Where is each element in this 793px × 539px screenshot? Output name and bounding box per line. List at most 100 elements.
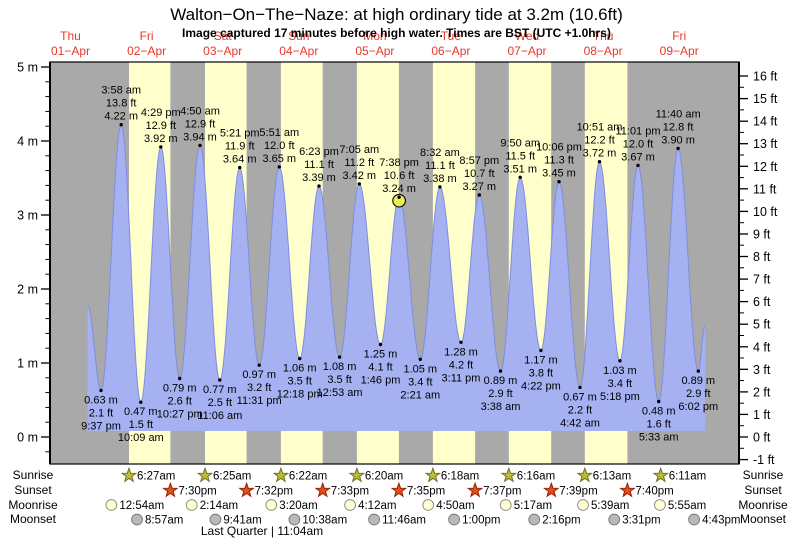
sunrise-star-icon bbox=[576, 466, 594, 483]
moonrise-row-label-right: Moonrise bbox=[738, 498, 788, 512]
svg-text:8:32 am: 8:32 am bbox=[420, 147, 460, 159]
moonrise-circle-icon bbox=[265, 499, 278, 511]
tide-point-dot bbox=[657, 399, 661, 404]
svg-text:12:53 am: 12:53 am bbox=[317, 387, 363, 399]
moonset-circle-icon bbox=[608, 513, 621, 526]
sunset-marker: 7:30pm bbox=[162, 481, 217, 498]
svg-text:3.4 ft: 3.4 ft bbox=[408, 376, 432, 388]
tide-point-dot bbox=[337, 355, 342, 359]
sunrise-marker: 6:20am bbox=[348, 466, 403, 483]
tide-point-dot bbox=[238, 165, 242, 170]
sunrise-star-icon bbox=[272, 466, 290, 483]
svg-text:12:18 pm: 12:18 pm bbox=[277, 389, 323, 401]
sunrise-row-label-right: Sunrise bbox=[742, 468, 784, 482]
svg-text:4.22 m: 4.22 m bbox=[104, 111, 138, 123]
tide-point-dot bbox=[498, 369, 503, 373]
tide-point-dot bbox=[119, 123, 123, 127]
svg-text:3:58 am: 3:58 am bbox=[101, 85, 141, 97]
tide-point-dot bbox=[696, 369, 700, 373]
moonset-circle-icon bbox=[209, 513, 222, 526]
svg-text:11:31 pm: 11:31 pm bbox=[237, 395, 282, 407]
tide-point-dot bbox=[438, 185, 442, 189]
sunset-marker: 7:37pm bbox=[466, 481, 521, 498]
moonrise-time: 3:20am bbox=[279, 500, 317, 512]
svg-text:7:05 am: 7:05 am bbox=[339, 144, 379, 156]
svg-text:4.2 ft: 4.2 ft bbox=[449, 359, 473, 371]
ft-axis-label: 6 ft bbox=[753, 295, 771, 309]
moonrise-time: 12:54am bbox=[119, 500, 164, 512]
svg-text:3.27 m: 3.27 m bbox=[462, 181, 496, 193]
svg-text:3.65 m: 3.65 m bbox=[262, 153, 296, 165]
sunset-star-icon bbox=[162, 481, 179, 498]
tide-point-dot bbox=[397, 195, 401, 199]
svg-text:10:09 am: 10:09 am bbox=[118, 432, 164, 444]
svg-text:1:46 pm: 1:46 pm bbox=[361, 375, 401, 387]
moonset-time: 10:38am bbox=[302, 515, 347, 527]
moonset-marker: 9:41am bbox=[209, 513, 262, 527]
tide-annotation-low: 1.17 m3.8 ft4:22 pm bbox=[521, 348, 561, 392]
moonset-marker: 2:16pm bbox=[528, 513, 581, 527]
svg-text:1.05 m: 1.05 m bbox=[403, 363, 437, 375]
tide-annotation-low: 1.28 m4.2 ft3:11 pm bbox=[442, 340, 480, 384]
svg-text:10.6 ft: 10.6 ft bbox=[384, 170, 415, 182]
moonrise-time: 5:55am bbox=[668, 500, 706, 512]
ft-axis-label: 16 ft bbox=[753, 70, 778, 84]
svg-text:0.63 m: 0.63 m bbox=[84, 394, 118, 406]
tide-point-dot bbox=[317, 184, 321, 188]
sunrise-time: 6:16am bbox=[517, 471, 555, 483]
svg-text:11:01 pm: 11:01 pm bbox=[615, 125, 660, 137]
svg-text:4.1 ft: 4.1 ft bbox=[368, 362, 392, 374]
moonrise-marker: 3:20am bbox=[265, 499, 318, 512]
tide-point-dot bbox=[477, 193, 481, 197]
moonset-time: 1:00pm bbox=[462, 515, 500, 527]
ft-axis-label: 0 ft bbox=[753, 431, 771, 445]
m-axis-label: 5 m bbox=[17, 61, 38, 75]
svg-text:5:21 pm: 5:21 pm bbox=[220, 128, 260, 140]
svg-text:3.67 m: 3.67 m bbox=[621, 151, 655, 163]
svg-text:12.8 ft: 12.8 ft bbox=[663, 121, 694, 133]
svg-text:11.1 ft: 11.1 ft bbox=[425, 160, 455, 172]
svg-text:2.2 ft: 2.2 ft bbox=[568, 404, 592, 416]
svg-text:1.08 m: 1.08 m bbox=[323, 361, 357, 373]
ft-axis-label: 8 ft bbox=[753, 250, 771, 264]
moonset-marker: 8:57am bbox=[131, 513, 183, 527]
ft-axis-label: 5 ft bbox=[753, 318, 771, 332]
ft-axis-label: -1 ft bbox=[753, 453, 775, 467]
svg-text:12.9 ft: 12.9 ft bbox=[146, 120, 177, 132]
moonset-marker: 3:31pm bbox=[608, 513, 661, 527]
moonrise-time: 4:12am bbox=[358, 500, 396, 512]
svg-text:3.2 ft: 3.2 ft bbox=[247, 382, 271, 394]
ft-axis-label: 11 ft bbox=[753, 182, 777, 196]
moonrise-circle-icon bbox=[499, 499, 512, 511]
tide-point-dot bbox=[159, 145, 163, 149]
sunrise-time: 6:11am bbox=[669, 471, 707, 483]
sunset-marker: 7:39pm bbox=[542, 481, 598, 498]
moonrise-time: 4:50am bbox=[436, 500, 474, 512]
svg-text:0.79 m: 0.79 m bbox=[163, 383, 197, 395]
svg-text:5:33 am: 5:33 am bbox=[639, 432, 679, 444]
svg-text:3.94 m: 3.94 m bbox=[183, 131, 217, 143]
svg-text:5:51 am: 5:51 am bbox=[259, 127, 299, 139]
moonrise-time: 5:39am bbox=[591, 500, 629, 512]
sunrise-row-label-left: Sunrise bbox=[12, 468, 54, 482]
tide-point-dot bbox=[618, 359, 622, 363]
sunset-row-label-right: Sunset bbox=[744, 483, 782, 497]
tide-annotation-low: 1.03 m3.4 ft5:18 pm bbox=[600, 359, 640, 403]
sunset-row-label-left: Sunset bbox=[14, 483, 52, 497]
svg-text:4:50 am: 4:50 am bbox=[180, 105, 220, 117]
svg-text:5:18 pm: 5:18 pm bbox=[600, 391, 640, 403]
svg-text:2:21 am: 2:21 am bbox=[400, 389, 440, 401]
svg-text:0.47 m: 0.47 m bbox=[124, 406, 158, 418]
moonrise-circle-icon bbox=[654, 499, 666, 511]
ft-axis-label: 14 ft bbox=[753, 115, 778, 129]
svg-text:3.5 ft: 3.5 ft bbox=[287, 376, 311, 388]
